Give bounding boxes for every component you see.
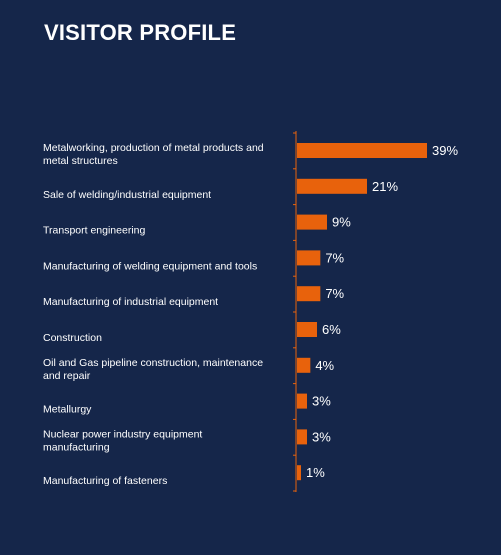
bar bbox=[297, 286, 321, 302]
bar bbox=[297, 143, 427, 158]
bar bbox=[297, 465, 301, 481]
value-label: 21% bbox=[372, 179, 398, 194]
bar bbox=[297, 393, 307, 409]
category-label: Oil and Gas pipeline construction, maint… bbox=[43, 357, 263, 382]
y-axis-ticks bbox=[293, 132, 296, 492]
category-label: Manufacturing of industrial equipment bbox=[43, 296, 218, 308]
category-label: Manufacturing of fasteners bbox=[43, 475, 167, 487]
value-label: 9% bbox=[332, 215, 351, 230]
value-label: 4% bbox=[315, 358, 334, 373]
category-label: Sale of welding/industrial equipment bbox=[43, 189, 211, 201]
value-labels: 39% 21% 9% 7% 7% 6% 4% 3% 3% 1% bbox=[306, 143, 458, 480]
value-label: 3% bbox=[312, 429, 331, 444]
value-label: 6% bbox=[322, 322, 341, 337]
category-label: Transport engineering bbox=[43, 225, 145, 237]
bar bbox=[297, 214, 327, 230]
bar bbox=[297, 250, 321, 266]
category-labels: Metalworking, production of metal produc… bbox=[43, 142, 264, 487]
bar bbox=[297, 322, 317, 337]
value-label: 7% bbox=[325, 286, 344, 301]
value-label: 1% bbox=[306, 465, 325, 480]
bar bbox=[297, 429, 307, 445]
bar bbox=[297, 178, 367, 194]
value-label: 7% bbox=[325, 250, 344, 265]
category-label: Nuclear power industry equipment manufact… bbox=[43, 428, 202, 453]
bar bbox=[297, 357, 311, 373]
chart-title: VISITOR PROFILE bbox=[44, 20, 237, 45]
category-label: Metalworking, production of metal produc… bbox=[43, 142, 264, 167]
category-label: Manufacturing of welding equipment and t… bbox=[43, 260, 257, 272]
value-label: 39% bbox=[432, 143, 458, 158]
category-label: Metallurgy bbox=[43, 404, 92, 416]
category-label: Construction bbox=[43, 332, 102, 344]
value-label: 3% bbox=[312, 394, 331, 409]
bars bbox=[297, 143, 427, 481]
